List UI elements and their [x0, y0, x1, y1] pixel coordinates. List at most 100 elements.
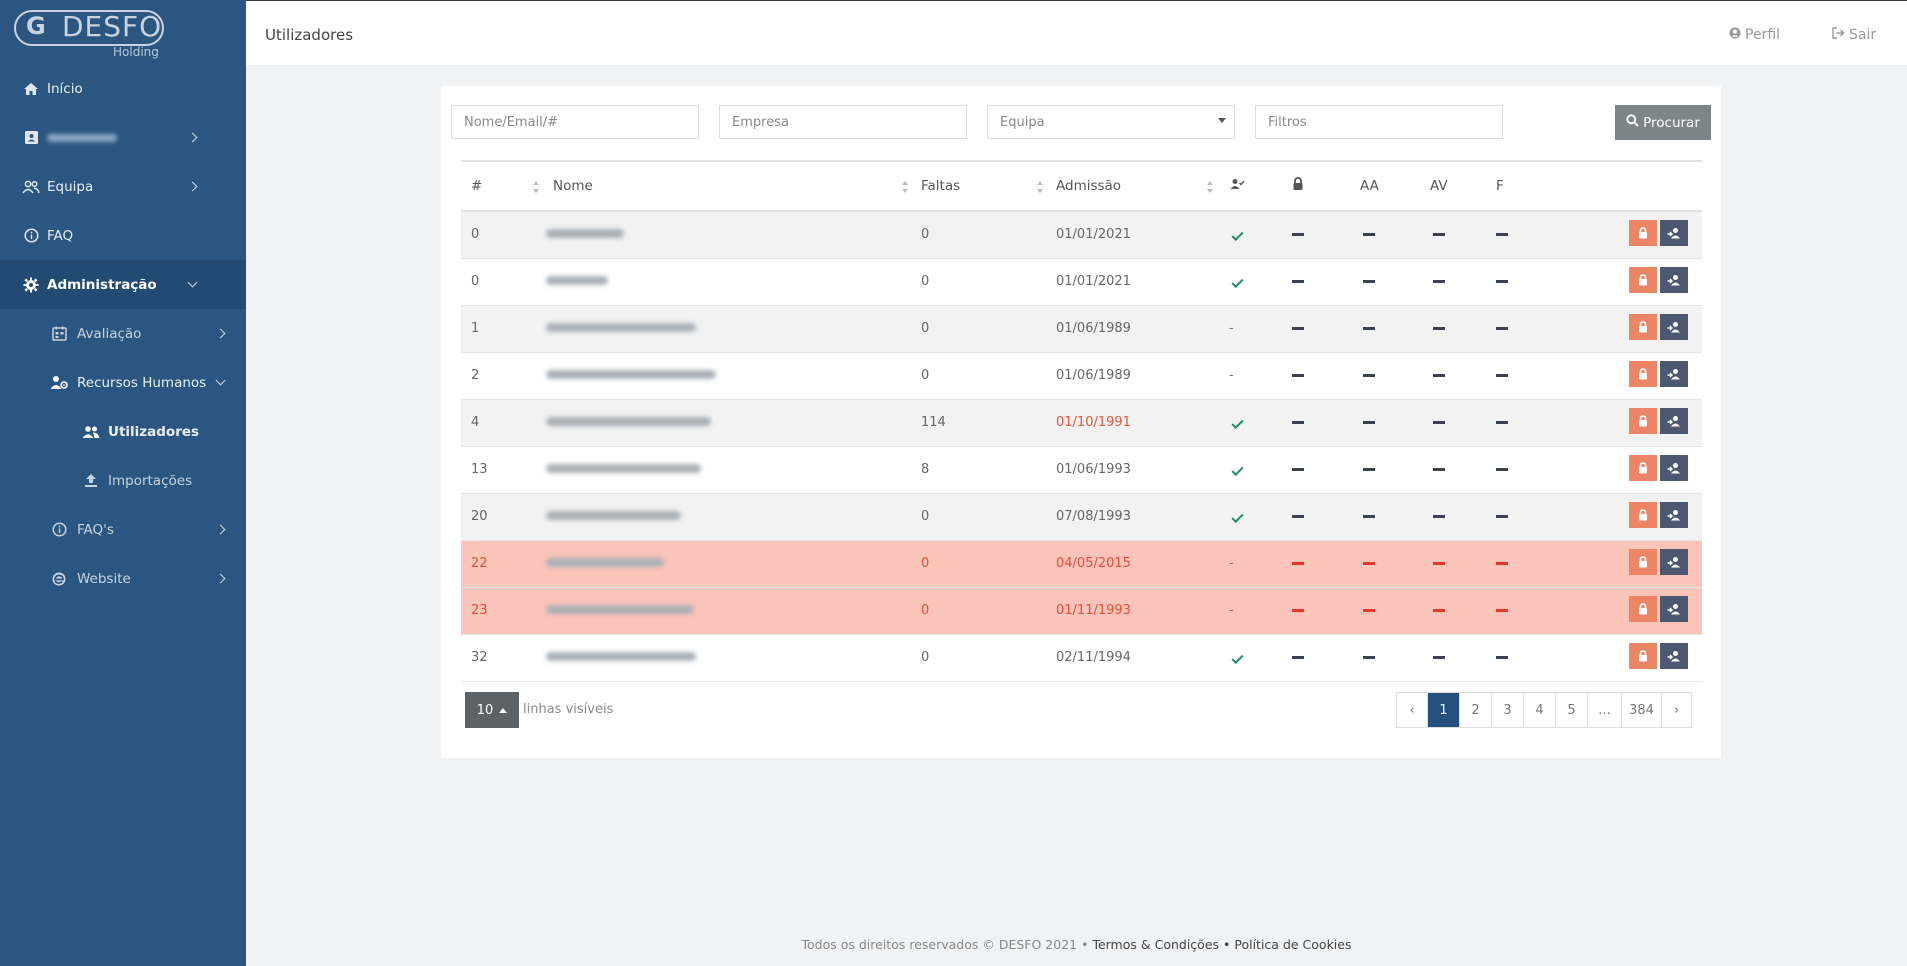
sidebar-item-inicio[interactable]: Início	[0, 64, 246, 113]
lock-user-button[interactable]	[1629, 642, 1657, 669]
terms-link[interactable]: Termos & Condições	[1092, 937, 1220, 952]
table-row[interactable]: 23 0 01/11/1993 -	[461, 587, 1702, 634]
cell-f	[1496, 587, 1702, 634]
brand-name: DESFO	[62, 10, 163, 43]
lock-user-button[interactable]	[1629, 407, 1657, 434]
cell-faltas: 114	[921, 415, 946, 430]
user-switch-icon	[1667, 556, 1680, 567]
cell-active	[1226, 634, 1292, 681]
table-row[interactable]: 4 114 01/10/1991	[461, 399, 1702, 446]
page-button[interactable]: 3	[1491, 693, 1523, 727]
redacted-name	[546, 464, 701, 473]
page-button[interactable]: 5	[1555, 693, 1587, 727]
lock-user-button[interactable]	[1629, 548, 1657, 575]
col-admissao-header[interactable]: Admissão	[1056, 161, 1226, 211]
lock-user-button[interactable]	[1629, 501, 1657, 528]
table-row[interactable]: 0 0 01/01/2021	[461, 211, 1702, 258]
minus-icon	[1433, 468, 1445, 471]
row-actions	[1626, 642, 1688, 669]
minus-icon	[1292, 609, 1304, 612]
impersonate-user-button[interactable]	[1660, 407, 1688, 434]
chevron-right-icon	[187, 132, 198, 143]
col-id-header[interactable]: #	[461, 161, 552, 211]
home-icon	[22, 80, 40, 98]
page-prev-button[interactable]: ‹	[1409, 702, 1415, 718]
col-name-header[interactable]: Nome	[552, 161, 921, 211]
impersonate-user-button[interactable]	[1660, 220, 1688, 246]
cell-faltas: 0	[921, 227, 930, 243]
table-row[interactable]: 32 0 02/11/1994	[461, 634, 1702, 681]
table-row[interactable]: 20 0 07/08/1993	[461, 493, 1702, 540]
sidebar-item-faqs[interactable]: FAQ's	[0, 505, 246, 554]
cell-active	[1226, 446, 1292, 493]
sidebar-item-faq[interactable]: FAQ	[0, 211, 246, 260]
sidebar-item-avaliacao[interactable]: Avaliação	[0, 309, 246, 358]
sidebar-item-administracao[interactable]: Administração	[0, 260, 246, 309]
cell-faltas: 0	[921, 603, 930, 618]
profile-link[interactable]: Perfil	[1729, 27, 1780, 43]
company-input[interactable]: Empresa	[719, 105, 967, 139]
table-row[interactable]: 13 8 01/06/1993	[461, 446, 1702, 493]
chevron-down-icon	[187, 277, 198, 288]
col-label: Nome	[553, 178, 593, 194]
sidebar-item-recursos-humanos[interactable]: Recursos Humanos	[0, 358, 246, 407]
page-button[interactable]: 384	[1621, 693, 1661, 727]
sidebar-item-utilizadores[interactable]: Utilizadores	[0, 407, 246, 456]
cell-faltas: 0	[921, 368, 930, 383]
cell-lock-status	[1292, 399, 1360, 446]
brand-logo[interactable]: G DESFO Holding	[0, 0, 246, 62]
sidebar-item-importacoes[interactable]: Importações	[0, 456, 246, 505]
filters-input[interactable]: Filtros	[1255, 105, 1503, 139]
page-button[interactable]: 4	[1523, 693, 1555, 727]
impersonate-user-button[interactable]	[1660, 266, 1688, 293]
cell-aa	[1360, 399, 1430, 446]
cell-f	[1496, 352, 1702, 399]
minus-icon	[1433, 421, 1445, 424]
col-label: Faltas	[921, 178, 961, 194]
lock-user-button[interactable]	[1629, 266, 1657, 293]
impersonate-user-button[interactable]	[1660, 454, 1688, 481]
search-label: Procurar	[1643, 114, 1700, 131]
cell-aa	[1360, 587, 1430, 634]
lock-user-button[interactable]	[1629, 454, 1657, 481]
cell-active	[1226, 399, 1292, 446]
cell-f	[1496, 258, 1702, 305]
page-button[interactable]: 1	[1427, 693, 1459, 727]
name-email-input[interactable]: Nome/Email/#	[451, 105, 699, 139]
impersonate-user-button[interactable]	[1660, 548, 1688, 575]
impersonate-user-button[interactable]	[1660, 642, 1688, 669]
sidebar-item-website[interactable]: Website	[0, 554, 246, 603]
table-row[interactable]: 2 0 01/06/1989 -	[461, 352, 1702, 399]
sidebar-item-equipa[interactable]: Equipa	[0, 162, 246, 211]
impersonate-user-button[interactable]	[1660, 595, 1688, 622]
minus-icon	[1363, 609, 1375, 612]
rows-per-page-button[interactable]: 10	[465, 692, 519, 728]
table-row[interactable]: 0 0 01/01/2021	[461, 258, 1702, 305]
cell-id: 22	[471, 556, 488, 571]
lock-user-button[interactable]	[1629, 595, 1657, 622]
logout-link[interactable]: Sair	[1832, 27, 1876, 43]
col-label: Admissão	[1056, 178, 1122, 194]
page-button[interactable]: 2	[1459, 693, 1491, 727]
lock-user-button[interactable]	[1629, 220, 1657, 246]
chevron-right-icon	[215, 573, 226, 584]
search-button[interactable]: Procurar	[1615, 105, 1711, 140]
table-row[interactable]: 22 0 04/05/2015 -	[461, 540, 1702, 587]
lock-user-button[interactable]	[1629, 360, 1657, 387]
impersonate-user-button[interactable]	[1660, 313, 1688, 340]
page-next-button[interactable]: ›	[1661, 693, 1691, 727]
col-faltas-header[interactable]: Faltas	[921, 161, 1056, 211]
cookies-link[interactable]: Política de Cookies	[1234, 937, 1352, 952]
cell-name	[546, 258, 921, 305]
sidebar-item-profile-card[interactable]	[0, 113, 246, 162]
cell-name	[546, 305, 921, 352]
lock-user-button[interactable]	[1629, 313, 1657, 340]
cell-id: 0	[471, 274, 480, 289]
impersonate-user-button[interactable]	[1660, 501, 1688, 528]
page-ellipsis[interactable]: ...	[1587, 693, 1621, 727]
team-select[interactable]: Equipa	[987, 105, 1235, 139]
gear-icon	[22, 276, 40, 294]
table-row[interactable]: 1 0 01/06/1989 -	[461, 305, 1702, 352]
cell-av	[1430, 540, 1496, 587]
impersonate-user-button[interactable]	[1660, 360, 1688, 387]
